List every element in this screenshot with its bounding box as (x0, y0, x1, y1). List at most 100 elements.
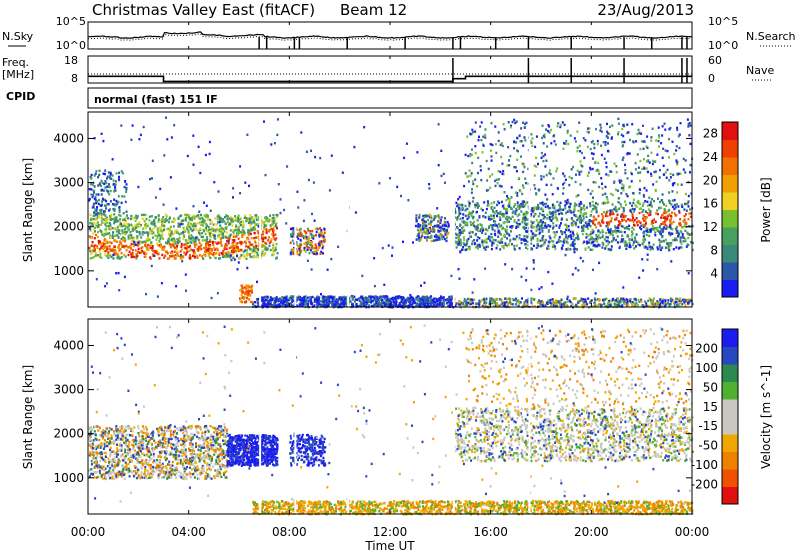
power-echo-pixel (601, 202, 604, 205)
power-echo-pixel (424, 226, 427, 230)
power-echo-pixel (359, 296, 362, 300)
power-echo-pixel (626, 300, 629, 303)
power-echo-pixel (113, 227, 116, 230)
power-echo-pixel (456, 240, 459, 244)
power-echo-pixel (658, 145, 660, 148)
power-echo-pixel (129, 237, 132, 241)
power-echo-pixel (355, 302, 358, 306)
power-echo-pixel (228, 237, 231, 240)
power-echo-pixel (562, 172, 565, 175)
power-echo-pixel (547, 224, 550, 227)
power-echo-pixel (458, 204, 461, 207)
power-echo-pixel (574, 202, 577, 205)
power-echo-pixel (592, 237, 595, 241)
power-echo-pixel (490, 214, 493, 218)
power-echo-pixel (572, 219, 575, 223)
power-echo-pixel (120, 242, 123, 246)
power-echo-pixel (642, 147, 645, 150)
power-echo-pixel (653, 170, 656, 174)
power-echo-pixel (667, 214, 670, 217)
power-echo-pixel (296, 248, 299, 251)
power-echo-pixel (105, 216, 108, 219)
power-echo-pixel (246, 218, 249, 222)
power-echo-pixel (573, 247, 576, 251)
power-echo-pixel (199, 227, 202, 230)
power-echo-pixel (92, 205, 95, 209)
power-echo-pixel (276, 252, 279, 255)
power-echo-pixel (126, 226, 129, 229)
power-echo-pixel (391, 305, 394, 308)
power-echo-pixel (240, 294, 243, 297)
power-echo-pixel (416, 228, 419, 232)
power-echo-pixel (638, 207, 641, 210)
power-echo-pixel (200, 243, 203, 247)
power-echo-pixel (114, 188, 117, 191)
power-echo-pixel (564, 223, 567, 226)
power-echo-pixel (508, 205, 511, 208)
power-echo-pixel (349, 300, 352, 303)
power-echo-pixel (128, 223, 130, 227)
power-echo-pixel (348, 296, 351, 300)
power-echo-pixel (422, 214, 425, 218)
power-echo-pixel (450, 295, 453, 298)
power-echo-pixel (632, 201, 635, 205)
power-echo-pixel (330, 302, 333, 305)
power-echo-pixel (257, 302, 260, 305)
power-echo-pixel (689, 142, 692, 146)
power-echo-pixel (466, 135, 469, 138)
power-echo-pixel (306, 235, 308, 239)
power-echo-pixel (468, 212, 471, 216)
power-echo-pixel (604, 201, 607, 205)
power-echo-pixel (146, 248, 149, 251)
power-echo-pixel (479, 245, 481, 248)
power-echo-pixel (344, 296, 347, 299)
power-echo-pixel (572, 231, 574, 235)
power-echo-pixel (566, 131, 569, 135)
power-echo-pixel (523, 166, 526, 169)
power-echo-pixel (462, 245, 465, 249)
power-echo-pixel (569, 300, 572, 304)
power-echo-pixel (94, 172, 97, 175)
power-echo-pixel (468, 202, 471, 205)
power-echo-pixel (331, 303, 334, 307)
power-echo-pixel (589, 166, 592, 170)
power-echo-pixel (479, 223, 482, 226)
power-echo-pixel (625, 247, 628, 250)
power-echo-pixel (194, 238, 197, 241)
power-echo-pixel (430, 234, 433, 237)
power-echo-pixel (135, 214, 138, 217)
power-echo-pixel (625, 203, 627, 206)
power-echo-pixel (622, 225, 625, 228)
power-echo-pixel (290, 248, 293, 252)
power-echo-pixel (616, 189, 619, 192)
power-echo-pixel (223, 245, 226, 248)
power-echo-pixel (682, 220, 685, 223)
power-echo-pixel (477, 171, 479, 175)
power-echo-pixel (476, 226, 479, 230)
power-echo-pixel (93, 221, 96, 225)
power-echo-pixel (440, 302, 443, 305)
power-echo-pixel (590, 231, 593, 234)
power-echo-pixel (680, 300, 683, 303)
power-echo-pixel (522, 163, 525, 167)
power-echo-pixel (477, 223, 479, 227)
power-echo-pixel (591, 228, 594, 232)
power-echo-pixel (334, 303, 337, 307)
power-echo-pixel (415, 214, 418, 217)
power-echo-pixel (500, 212, 503, 215)
power-echo-pixel (125, 190, 128, 193)
power-echo-pixel (116, 252, 119, 256)
power-echo-pixel (573, 214, 576, 217)
power-echo-pixel (429, 215, 432, 218)
power-echo-pixel (201, 232, 204, 235)
power-echo-pixel (496, 226, 499, 229)
power-echo-pixel (428, 300, 431, 304)
power-echo-pixel (618, 201, 621, 204)
power-echo-pixel (135, 257, 138, 260)
power-echo-pixel (114, 183, 117, 186)
power-echo-pixel (649, 248, 652, 251)
power-echo-pixel (567, 247, 569, 250)
power-echo-pixel (574, 140, 577, 143)
power-echo-pixel (317, 300, 319, 303)
power-echo-pixel (255, 249, 257, 252)
